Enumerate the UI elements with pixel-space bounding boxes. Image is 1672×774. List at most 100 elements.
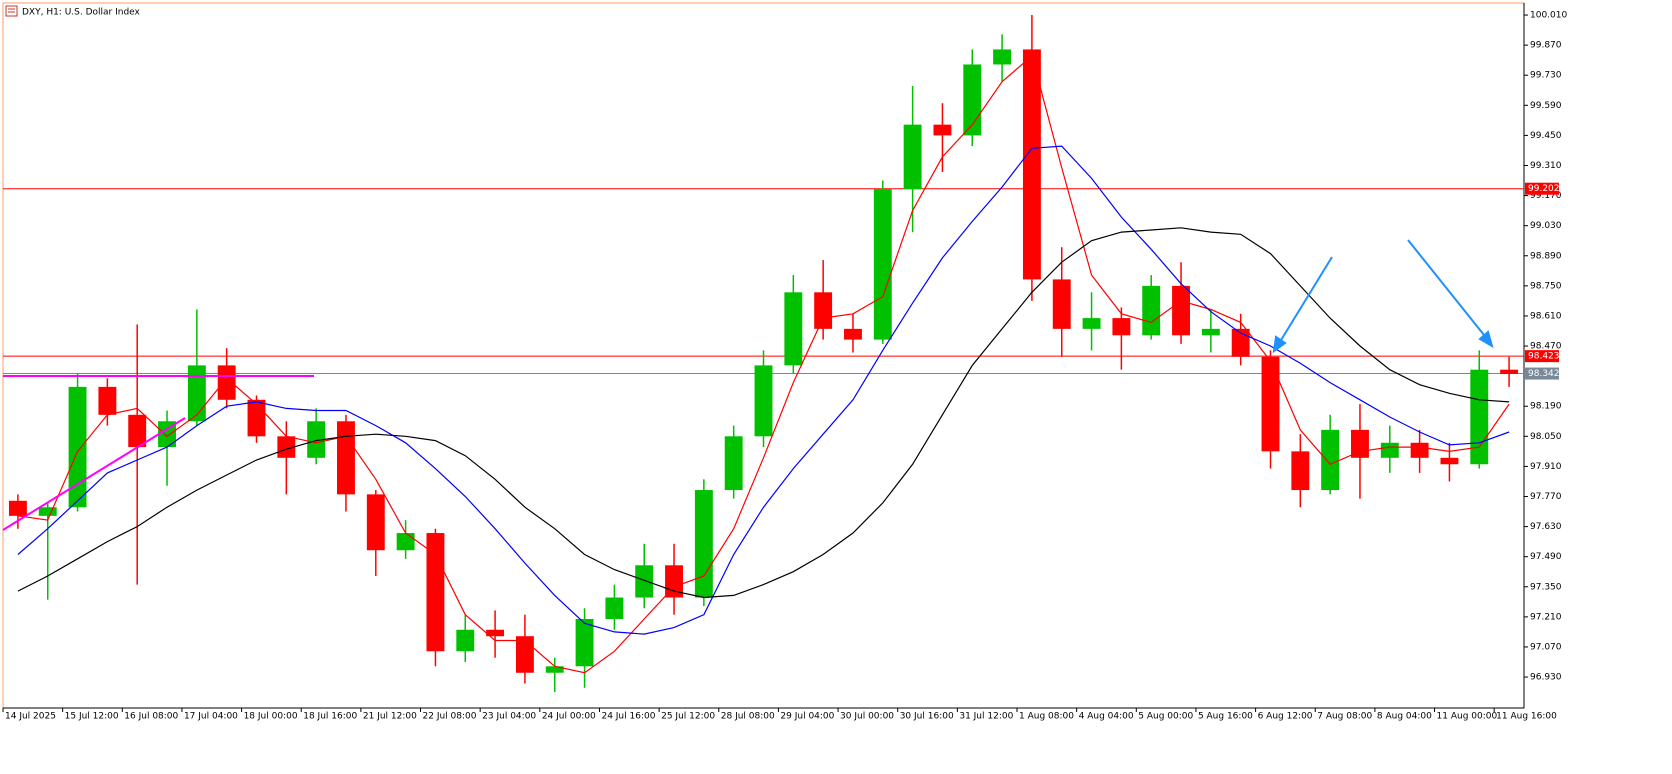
candle-body bbox=[1082, 318, 1101, 329]
candle-body bbox=[1440, 457, 1459, 465]
x-tick-label: 5 Aug 16:00 bbox=[1198, 712, 1253, 722]
y-tick-label: 97.350 bbox=[1530, 582, 1562, 592]
candle-body bbox=[754, 365, 773, 437]
candle-body bbox=[1321, 429, 1340, 491]
candle-body bbox=[1022, 49, 1041, 280]
moving-average bbox=[17, 54, 1510, 674]
x-tick-label: 14 Jul 2025 bbox=[5, 712, 56, 722]
x-tick-label: 11 Aug 16:00 bbox=[1496, 712, 1557, 722]
moving-average bbox=[17, 145, 1510, 635]
candle-body bbox=[1410, 442, 1429, 458]
x-tick-label: 11 Aug 00:00 bbox=[1437, 712, 1498, 722]
y-tick-label: 99.870 bbox=[1530, 41, 1562, 51]
candle-body bbox=[307, 421, 326, 458]
candle-body bbox=[1142, 285, 1161, 336]
y-tick-label: 98.190 bbox=[1530, 402, 1562, 412]
x-tick-label: 15 Jul 12:00 bbox=[65, 712, 119, 722]
arrow-head bbox=[1272, 335, 1287, 354]
candle-body bbox=[486, 629, 505, 637]
x-tick-label: 28 Jul 08:00 bbox=[721, 712, 775, 722]
y-tick-label: 98.050 bbox=[1530, 432, 1562, 442]
y-tick-label: 99.450 bbox=[1530, 131, 1562, 141]
candle-body bbox=[396, 533, 415, 551]
candle-body bbox=[1172, 285, 1190, 336]
chart-title: DXY, H1: U.S. Dollar Index bbox=[22, 8, 141, 18]
candle-body bbox=[575, 619, 594, 667]
level-label: 99.202 bbox=[1528, 184, 1560, 194]
candle-body bbox=[635, 565, 654, 598]
moving-average bbox=[17, 227, 1510, 599]
x-tick-label: 30 Jul 16:00 bbox=[900, 712, 954, 722]
candle-body bbox=[426, 533, 445, 652]
y-tick-label: 96.930 bbox=[1530, 673, 1562, 683]
y-tick-label: 97.490 bbox=[1530, 552, 1562, 562]
candle-body bbox=[873, 189, 892, 340]
x-tick-label: 5 Aug 00:00 bbox=[1138, 712, 1193, 722]
candle-body bbox=[337, 421, 355, 495]
x-tick-label: 16 Jul 08:00 bbox=[124, 712, 178, 722]
level-label: 98.423 bbox=[1528, 352, 1560, 362]
candle-body bbox=[68, 386, 87, 508]
candle-body bbox=[38, 507, 57, 516]
candle-body bbox=[247, 399, 266, 437]
y-tick-label: 97.630 bbox=[1530, 522, 1562, 532]
y-tick-label: 98.470 bbox=[1530, 342, 1562, 352]
y-tick-label: 97.910 bbox=[1530, 462, 1562, 472]
chart-icon bbox=[5, 5, 18, 17]
x-tick-label: 18 Jul 16:00 bbox=[303, 712, 357, 722]
y-tick-label: 98.750 bbox=[1530, 281, 1562, 291]
candle-body bbox=[784, 292, 803, 366]
candle-body bbox=[98, 386, 117, 415]
y-tick-label: 99.170 bbox=[1530, 191, 1562, 201]
x-tick-label: 31 Jul 12:00 bbox=[959, 712, 1013, 722]
arrows bbox=[1272, 239, 1494, 354]
candle-body bbox=[605, 597, 624, 620]
candle-body bbox=[1052, 279, 1071, 329]
level-label: 98.342 bbox=[1528, 369, 1560, 379]
x-tick-label: 4 Aug 04:00 bbox=[1079, 712, 1134, 722]
x-tick-label: 24 Jul 16:00 bbox=[601, 712, 655, 722]
candle-body bbox=[814, 292, 833, 329]
candle-body bbox=[187, 365, 206, 422]
y-tick-label: 97.210 bbox=[1530, 612, 1562, 622]
x-tick-label: 18 Jul 00:00 bbox=[244, 712, 298, 722]
level-label-box bbox=[1525, 182, 1559, 195]
candle-body bbox=[1112, 318, 1131, 336]
x-tick-label: 24 Jul 00:00 bbox=[542, 712, 596, 722]
y-tick-label: 99.590 bbox=[1530, 101, 1562, 111]
level-label-box bbox=[1525, 367, 1559, 380]
candle-body bbox=[694, 490, 713, 598]
x-tick-label: 25 Jul 12:00 bbox=[661, 712, 715, 722]
y-tick-label: 99.310 bbox=[1530, 161, 1562, 171]
marks bbox=[3, 15, 1524, 693]
x-tick-label: 29 Jul 04:00 bbox=[780, 712, 834, 722]
candle-body bbox=[128, 414, 147, 448]
x-tick-label: 30 Jul 00:00 bbox=[840, 712, 894, 722]
x-tick-label: 17 Jul 04:00 bbox=[184, 712, 238, 722]
x-tick-label: 23 Jul 04:00 bbox=[482, 712, 536, 722]
candle-body bbox=[366, 494, 385, 551]
candle-body bbox=[545, 666, 564, 673]
y-tick-label: 97.770 bbox=[1530, 492, 1562, 502]
x-tick-label: 7 Aug 08:00 bbox=[1317, 712, 1372, 722]
candle-body bbox=[1380, 442, 1399, 458]
y-tick-label: 98.890 bbox=[1530, 251, 1562, 261]
candle-body bbox=[844, 328, 862, 340]
candle-body bbox=[1201, 328, 1220, 336]
candle-body bbox=[217, 365, 236, 400]
candle-body bbox=[277, 436, 296, 458]
candle-body bbox=[1231, 328, 1250, 357]
candle-body bbox=[1291, 451, 1310, 491]
x-tick-label: 1 Aug 08:00 bbox=[1019, 712, 1074, 722]
candle-body bbox=[515, 636, 534, 673]
candle-body bbox=[1261, 356, 1280, 452]
arrow bbox=[1407, 239, 1489, 341]
y-tick-label: 100.010 bbox=[1530, 11, 1567, 21]
candle-body bbox=[903, 124, 922, 190]
candle-body bbox=[456, 629, 475, 652]
y-tick-label: 99.730 bbox=[1530, 71, 1562, 81]
y-tick-label: 99.030 bbox=[1530, 221, 1562, 231]
arrow-head bbox=[1478, 330, 1494, 349]
candle-body bbox=[1500, 369, 1519, 374]
